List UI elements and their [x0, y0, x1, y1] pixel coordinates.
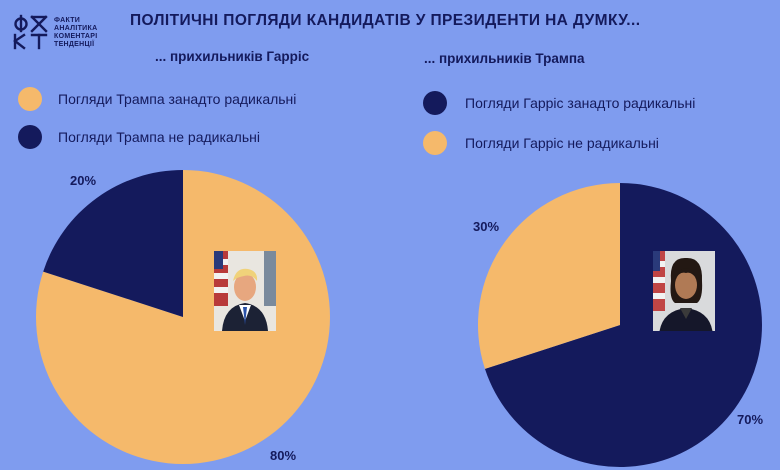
page-title: ПОЛІТИЧНІ ПОГЛЯДИ КАНДИДАТІВ У ПРЕЗИДЕНТ…: [130, 12, 641, 29]
logo-text: ФАКТИ АНАЛІТИКА КОМЕНТАРІ ТЕНДЕНЦІЇ: [54, 17, 97, 49]
trump-portrait: [214, 251, 276, 331]
legend-swatch: [18, 125, 42, 149]
chart-subtitle-right: ... прихильників Трампа: [424, 51, 585, 66]
legend-item: Погляди Гарріс занадто радикальні: [423, 91, 695, 115]
pie-chart-left: 80% 20%: [35, 170, 331, 464]
logo: ФАКТИ АНАЛІТИКА КОМЕНТАРІ ТЕНДЕНЦІЇ: [12, 14, 122, 54]
harris-portrait: [653, 251, 715, 331]
legend-swatch: [423, 131, 447, 155]
legend-label: Погляди Трампа не радикальні: [58, 129, 260, 145]
slice-percent-label: 30%: [473, 219, 499, 234]
slice-percent-label: 70%: [737, 412, 763, 427]
slice-percent-label: 80%: [270, 448, 296, 463]
chart-subtitle-left: ... прихильників Гарріс: [155, 49, 310, 64]
legend-item: Погляди Трампа занадто радикальні: [18, 87, 296, 111]
pie-slice: [43, 170, 184, 317]
logo-line: ТЕНДЕНЦІЇ: [54, 41, 95, 48]
legend-swatch: [423, 91, 447, 115]
legend-swatch: [18, 87, 42, 111]
pie-chart-right: 70% 30%: [473, 183, 763, 468]
logo-line: АНАЛІТИКА: [54, 25, 98, 32]
slice-percent-label: 20%: [70, 173, 96, 188]
legend-label: Погляди Трампа занадто радикальні: [58, 91, 297, 107]
legend-label: Погляди Гарріс занадто радикальні: [465, 95, 696, 111]
logo-line: КОМЕНТАРІ: [54, 33, 98, 40]
legend-item: Погляди Трампа не радикальні: [18, 125, 260, 149]
legend-label: Погляди Гарріс не радикальні: [465, 135, 659, 151]
legend-item: Погляди Гарріс не радикальні: [423, 131, 659, 155]
logo-mark-icon: [13, 14, 48, 50]
logo-line: ФАКТИ: [54, 17, 81, 24]
pie-slice: [478, 183, 620, 369]
